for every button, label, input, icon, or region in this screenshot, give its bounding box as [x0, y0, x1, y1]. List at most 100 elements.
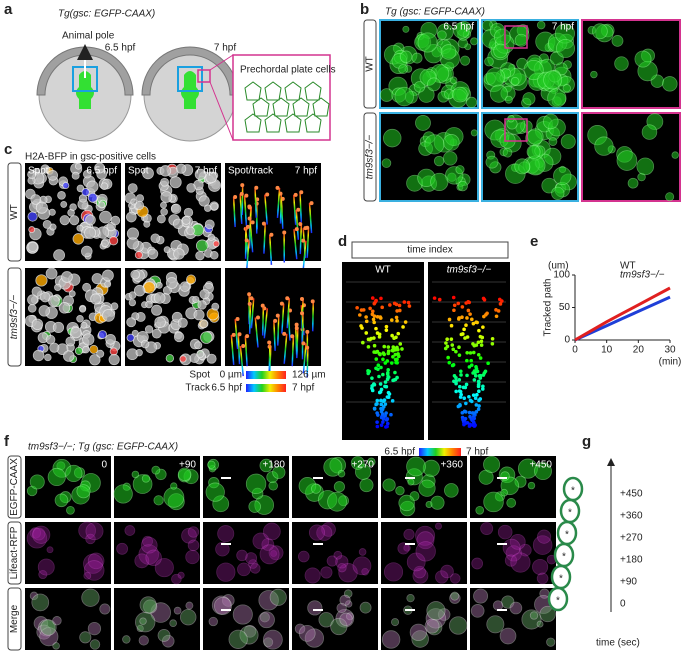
track-point [478, 397, 483, 401]
cell [443, 151, 458, 166]
cell [84, 226, 97, 239]
cell-outline [284, 81, 302, 101]
column-label: Spot/track [228, 166, 274, 177]
track-point [377, 335, 382, 339]
cell [382, 478, 396, 492]
spot [247, 205, 252, 210]
track [293, 229, 298, 260]
cell [460, 55, 471, 66]
track-point [383, 361, 388, 365]
track-point [468, 312, 472, 316]
cell [27, 211, 38, 222]
cell [54, 493, 69, 508]
track-point [451, 347, 456, 352]
cell [449, 76, 458, 85]
track-point [378, 316, 383, 320]
track-point [473, 423, 477, 428]
track-point [379, 296, 383, 301]
cell [406, 456, 426, 477]
cell [65, 464, 83, 483]
cell [486, 615, 505, 634]
cell [473, 588, 489, 604]
cell [519, 543, 532, 557]
track-point [460, 305, 465, 309]
cell [81, 188, 90, 197]
track-point [393, 377, 398, 382]
track-point [479, 343, 484, 347]
time-label: +360 [440, 460, 463, 471]
cell [179, 281, 191, 292]
track [245, 240, 250, 271]
cell [70, 326, 82, 339]
cell-marker: * [568, 508, 572, 519]
cell [590, 70, 598, 79]
cell [83, 571, 92, 580]
cell-outline [292, 97, 310, 117]
track-point [400, 347, 404, 351]
cell [40, 164, 50, 174]
cell [31, 593, 50, 612]
spot [275, 185, 280, 190]
cell [243, 625, 257, 638]
cell [548, 137, 558, 146]
spot [249, 296, 254, 301]
cell [186, 274, 197, 285]
render-label: tm9sf3−/− [447, 265, 492, 276]
cell [159, 165, 172, 177]
cell [52, 321, 65, 334]
track-point [376, 363, 381, 367]
track-point [370, 388, 375, 393]
track-point [482, 371, 487, 375]
cell [47, 170, 59, 181]
spot [301, 341, 306, 346]
cell [406, 593, 415, 603]
cell [415, 115, 431, 131]
cell [352, 556, 372, 576]
track-point [477, 404, 481, 408]
track-point [465, 351, 469, 355]
cell [413, 81, 426, 93]
cell [153, 495, 164, 506]
cell [502, 147, 513, 158]
cell [82, 333, 95, 346]
spot [305, 329, 310, 334]
track [286, 298, 291, 329]
cell [337, 562, 347, 573]
micrograph [381, 588, 467, 650]
track-point [470, 411, 475, 415]
track-point [471, 350, 476, 355]
track [281, 303, 285, 334]
time-label: +270 [351, 460, 374, 471]
cell [207, 460, 216, 469]
cell [161, 634, 175, 648]
cell [611, 35, 624, 47]
cell [139, 617, 147, 625]
cell [532, 535, 553, 555]
spot [303, 226, 308, 231]
cell [634, 50, 652, 68]
spot [294, 227, 299, 232]
track-point [481, 384, 485, 389]
cell [83, 553, 104, 574]
cell [193, 309, 205, 321]
spot [247, 301, 252, 306]
track [276, 187, 281, 218]
cell [430, 172, 449, 192]
row-label-box [7, 162, 22, 262]
cell [308, 524, 325, 541]
cell [160, 208, 168, 216]
track-point [458, 369, 463, 374]
time-label: +270 [620, 533, 643, 544]
track-point [467, 395, 471, 399]
track-point [471, 420, 476, 424]
track-point [464, 323, 468, 328]
cell [553, 166, 572, 186]
track-point [374, 366, 378, 371]
cell [143, 599, 158, 614]
track-point [432, 296, 437, 300]
cell [536, 20, 546, 30]
track-point [477, 374, 482, 378]
cell [212, 240, 220, 248]
track-point [462, 327, 466, 332]
spot [244, 193, 249, 198]
